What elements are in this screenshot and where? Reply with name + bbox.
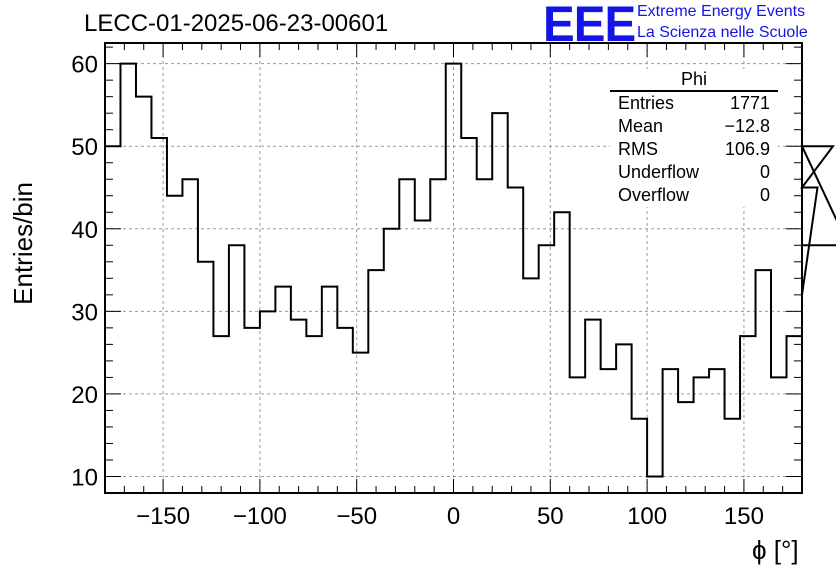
histogram-bin bbox=[570, 377, 585, 493]
histogram-bin bbox=[709, 369, 724, 493]
stats-value: 1771 bbox=[729, 93, 770, 113]
stats-row-overflow: Overflow 0 bbox=[610, 184, 778, 207]
histogram-bin bbox=[399, 179, 414, 493]
x-tick-label: 50 bbox=[537, 503, 564, 530]
stats-row-rms: RMS 106.9 bbox=[610, 138, 778, 161]
x-tick-label: 0 bbox=[447, 503, 460, 530]
histogram-bin bbox=[461, 138, 476, 493]
stats-label: Overflow bbox=[618, 185, 690, 205]
histogram-bin bbox=[291, 320, 306, 493]
histogram-bin bbox=[663, 369, 678, 493]
histogram-bin bbox=[229, 245, 244, 493]
histogram-bin bbox=[415, 221, 430, 493]
histogram-bin bbox=[585, 320, 600, 493]
y-tick-label: 20 bbox=[71, 382, 98, 409]
histogram-bin bbox=[492, 113, 507, 493]
histogram-bin bbox=[384, 229, 399, 493]
x-tick-label: 100 bbox=[627, 503, 667, 530]
y-axis-label-container: Entries/bin bbox=[8, 182, 38, 312]
stats-value: 0 bbox=[759, 185, 770, 205]
histogram-bin bbox=[105, 146, 120, 493]
histogram-bin bbox=[539, 245, 554, 493]
histogram-bin bbox=[523, 278, 538, 493]
histogram-bin bbox=[167, 196, 182, 493]
histogram-bin bbox=[632, 419, 647, 493]
histogram-bin bbox=[182, 179, 197, 493]
histogram-bin bbox=[446, 64, 461, 493]
histogram-bin bbox=[275, 287, 290, 493]
x-tick-label: −100 bbox=[233, 503, 287, 530]
stats-value: −12.8 bbox=[724, 116, 770, 136]
histogram-bin bbox=[787, 336, 802, 493]
x-tick-label: 150 bbox=[724, 503, 764, 530]
histogram-bin bbox=[616, 344, 631, 493]
stats-label: RMS bbox=[618, 139, 658, 159]
histogram-bin bbox=[198, 262, 213, 493]
stats-label: Mean bbox=[618, 116, 664, 136]
histogram-bin bbox=[306, 336, 321, 493]
stats-label: Entries bbox=[618, 93, 675, 113]
histogram-bin bbox=[430, 179, 445, 493]
stats-value: 0 bbox=[759, 162, 770, 182]
stats-title: Phi bbox=[610, 69, 778, 92]
histogram-bin bbox=[554, 212, 569, 493]
stats-label: Underflow bbox=[618, 162, 700, 182]
x-tick-label: −50 bbox=[336, 503, 377, 530]
stats-box: Phi Entries 1771 Mean −12.8 RMS 106.9 Un… bbox=[610, 69, 778, 207]
histogram-bin bbox=[136, 97, 151, 493]
histogram-bin bbox=[151, 138, 166, 493]
y-tick-label: 50 bbox=[71, 134, 98, 161]
stats-row-underflow: Underflow 0 bbox=[610, 161, 778, 184]
histogram-bin bbox=[678, 402, 693, 493]
histogram-bin bbox=[260, 311, 275, 493]
histogram-bin bbox=[694, 377, 709, 493]
histogram-line bbox=[105, 62, 836, 478]
histogram-bin bbox=[771, 377, 786, 493]
y-tick-label: 10 bbox=[71, 464, 98, 491]
histogram-bin bbox=[647, 476, 662, 493]
y-tick-label: 30 bbox=[71, 299, 98, 326]
chart-title: LECC-01-2025-06-23-00601 bbox=[84, 10, 389, 37]
histogram-bin bbox=[508, 187, 523, 493]
y-axis-label: Entries/bin bbox=[8, 182, 38, 305]
x-tick-label: −150 bbox=[136, 503, 190, 530]
logo-subtitle-line2: La Scienza nelle Scuole bbox=[637, 24, 808, 41]
histogram-bin bbox=[322, 287, 337, 493]
eee-logo-icon: EEE bbox=[543, 0, 636, 52]
histogram-bin bbox=[477, 179, 492, 493]
histogram-bin bbox=[120, 64, 135, 493]
histogram-bin bbox=[353, 353, 368, 493]
histogram-bin bbox=[368, 270, 383, 493]
histogram-bin bbox=[601, 369, 616, 493]
histogram-bin bbox=[740, 336, 755, 493]
y-tick-label: 60 bbox=[71, 52, 98, 79]
histogram-bin bbox=[337, 328, 352, 493]
stats-row-entries: Entries 1771 bbox=[610, 92, 778, 115]
stats-value: 106.9 bbox=[724, 139, 770, 159]
x-axis-label: ϕ [°] bbox=[752, 535, 799, 565]
logo-subtitle-line1: Extreme Energy Events bbox=[637, 3, 806, 20]
histogram-bin bbox=[244, 328, 259, 493]
histogram-bin bbox=[725, 419, 740, 493]
stats-row-mean: Mean −12.8 bbox=[610, 115, 778, 138]
histogram-bin bbox=[213, 336, 228, 493]
y-tick-label: 40 bbox=[71, 217, 98, 244]
histogram-bin bbox=[756, 270, 771, 493]
